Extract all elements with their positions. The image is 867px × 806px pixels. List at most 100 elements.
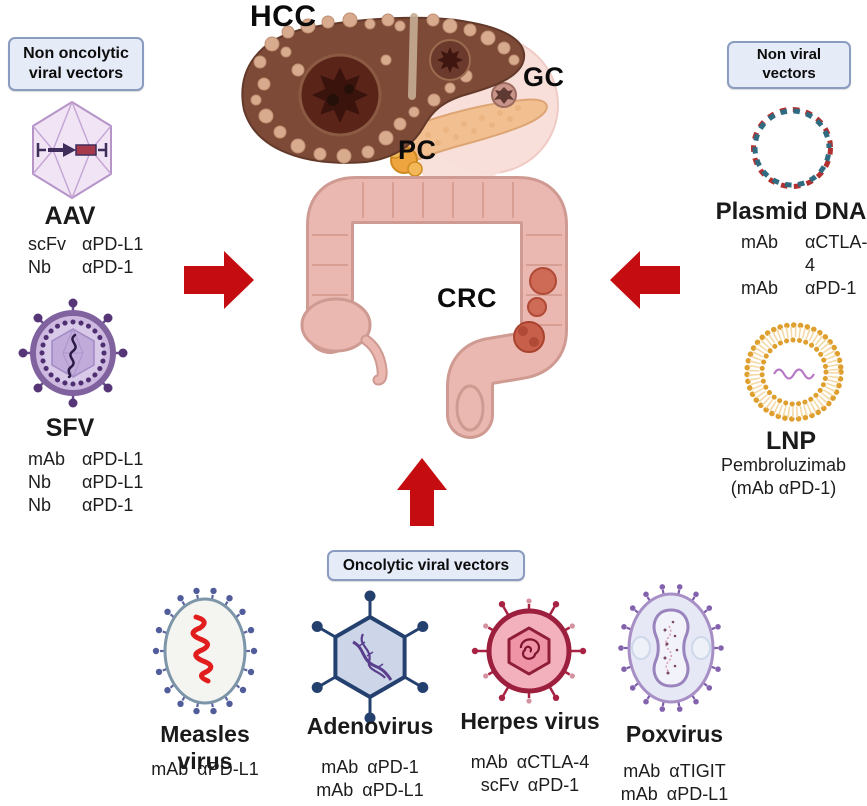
box-title-line: Non viral xyxy=(756,46,822,64)
hcc-tumor-large xyxy=(298,53,382,137)
adenovirus-spikes xyxy=(319,600,421,714)
therapy-line: Pembroluzimab xyxy=(720,455,847,475)
therapy-target: αPD-1 xyxy=(82,495,134,515)
therapy-agent: mAb xyxy=(28,449,66,469)
adenovirus-icon xyxy=(311,590,429,724)
therapy-target: αPD-L1 xyxy=(666,784,729,804)
herpes-name: Herpes virus xyxy=(460,708,600,734)
therapy-row: mAb αPD-L1 xyxy=(28,448,143,471)
plasmid-therapy-list: mAb αCTLA-4 mAb αPD-1 xyxy=(741,231,867,300)
therapy-target: αPD-1 xyxy=(82,257,134,277)
therapy-row: mAb αCTLA-4 xyxy=(471,751,589,774)
therapy-target: αPD-L1 xyxy=(197,759,259,779)
therapy-agent: Nb xyxy=(28,257,52,277)
therapy-agent: mAb xyxy=(620,784,658,804)
poxvirus-name: Poxvirus xyxy=(625,721,724,747)
therapy-agent: mAb xyxy=(151,759,189,779)
therapy-row: Nb αPD-1 xyxy=(28,256,143,279)
adenovirus-name: Adenovirus xyxy=(306,713,434,739)
therapy-target: αPD-L1 xyxy=(82,472,144,492)
aav-therapy-list: scFv αPD-L1 Nb αPD-1 xyxy=(28,233,143,279)
colon-organ xyxy=(300,176,568,439)
herpes-spikes xyxy=(478,604,580,698)
hcc-tumor-small xyxy=(429,39,471,81)
box-title-line: vectors xyxy=(762,65,816,82)
measles-therapy-list: mAb αPD-L1 xyxy=(130,758,280,781)
sfv-name: SFV xyxy=(45,414,95,442)
box-title-line: viral vectors xyxy=(28,65,124,82)
therapy-target: αCTLA-4 xyxy=(805,232,867,275)
therapy-target: αPD-1 xyxy=(367,757,419,777)
appendix xyxy=(362,336,386,384)
therapy-target: αPD-L1 xyxy=(362,780,424,800)
measles-virus-icon xyxy=(152,587,258,715)
therapy-row: mAb αPD-1 xyxy=(321,756,418,779)
therapy-agent: mAb xyxy=(316,780,354,800)
therapy-row: scFv αPD-L1 xyxy=(28,233,143,256)
therapy-agent: Nb xyxy=(28,472,52,492)
measles-name: Measles virus xyxy=(160,721,250,774)
liver-organ xyxy=(241,12,526,164)
gi-tract-anatomy-illustration xyxy=(241,12,568,439)
therapy-agent: mAb xyxy=(741,232,779,252)
gastric-tumor xyxy=(491,82,517,108)
hcc-label: HCC xyxy=(250,0,317,33)
therapy-agent: mAb xyxy=(321,757,359,777)
sfv-virion-icon xyxy=(18,298,128,408)
crc-tumors xyxy=(513,267,557,353)
oncolytic-viral-vectors-box: Oncolytic viral vectors xyxy=(327,550,525,581)
herpes-therapy-list: mAb αCTLA-4 scFv αPD-1 xyxy=(455,751,605,797)
therapy-agent: mAb xyxy=(470,752,508,772)
therapy-target: αPD-1 xyxy=(527,775,580,795)
non-viral-vectors-box: Non viral vectors xyxy=(727,41,851,89)
lnp-therapy-list: Pembroluzimab (mAb αPD-1) xyxy=(700,454,867,500)
haustra-lines xyxy=(312,182,562,326)
therapy-row: mAb αTIGIT xyxy=(623,760,725,783)
cirrhotic-nodules xyxy=(250,12,520,164)
therapy-row: mAb αPD-L1 xyxy=(316,779,423,802)
therapy-target: αPD-L1 xyxy=(82,234,144,254)
red-arrow-right-icon xyxy=(184,251,254,309)
therapy-row: mAb αPD-1 xyxy=(741,277,867,300)
plasmid-dna-icon xyxy=(751,107,833,189)
therapy-row: Nb αPD-1 xyxy=(28,494,143,517)
poxvirus-therapy-list: mAb αTIGIT mAb αPD-L1 xyxy=(602,760,747,806)
lnp-name: LNP xyxy=(766,427,816,455)
therapy-target: αTIGIT xyxy=(669,761,726,781)
therapy-target: αCTLA-4 xyxy=(516,752,590,772)
therapy-agent: scFv xyxy=(480,775,519,795)
poxvirus-core xyxy=(652,608,690,688)
plasmid-dna-name: Plasmid DNA xyxy=(715,198,867,225)
therapy-agent: scFv xyxy=(28,234,66,254)
therapy-row: mAb αCTLA-4 xyxy=(741,231,867,277)
therapy-row: mAb αPD-L1 xyxy=(621,783,728,806)
therapy-row: Nb αPD-L1 xyxy=(28,471,143,494)
red-arrow-up-icon xyxy=(397,458,447,526)
therapy-line: (mAb αPD-1) xyxy=(730,478,837,498)
lnp-mrna xyxy=(773,368,815,380)
non-oncolytic-viral-vectors-box: Non oncolytic viral vectors xyxy=(8,37,144,91)
therapy-target: αPD-1 xyxy=(805,278,857,298)
therapy-agent: mAb xyxy=(741,278,779,298)
sfv-therapy-list: mAb αPD-L1 Nb αPD-L1 Nb αPD-1 xyxy=(28,448,143,517)
rectum xyxy=(455,384,485,432)
herpes-virus-icon xyxy=(471,598,587,704)
measles-rna-genome xyxy=(190,614,214,684)
aav-name: AAV xyxy=(44,202,96,230)
box-title-line: Non oncolytic xyxy=(23,45,129,62)
aav-capsid-icon xyxy=(32,101,112,199)
poxvirus-icon xyxy=(618,584,724,712)
gc-label: GC xyxy=(523,62,565,92)
crc-label: CRC xyxy=(437,283,497,313)
therapy-target: αPD-L1 xyxy=(82,449,144,469)
therapy-row: mAb αPD-L1 xyxy=(151,758,258,781)
pc-label: PC xyxy=(398,135,437,165)
therapy-agent: Nb xyxy=(28,495,52,515)
lipid-nanoparticle-icon xyxy=(744,322,844,422)
box-title-line: Oncolytic viral vectors xyxy=(342,556,510,574)
therapy-agent: mAb xyxy=(623,761,661,781)
adenovirus-therapy-list: mAb αPD-1 mAb αPD-L1 xyxy=(295,756,445,802)
aav-gene-cassette xyxy=(36,143,108,157)
sfv-rna-genome xyxy=(67,333,77,379)
therapy-row: scFv αPD-1 xyxy=(481,774,579,797)
